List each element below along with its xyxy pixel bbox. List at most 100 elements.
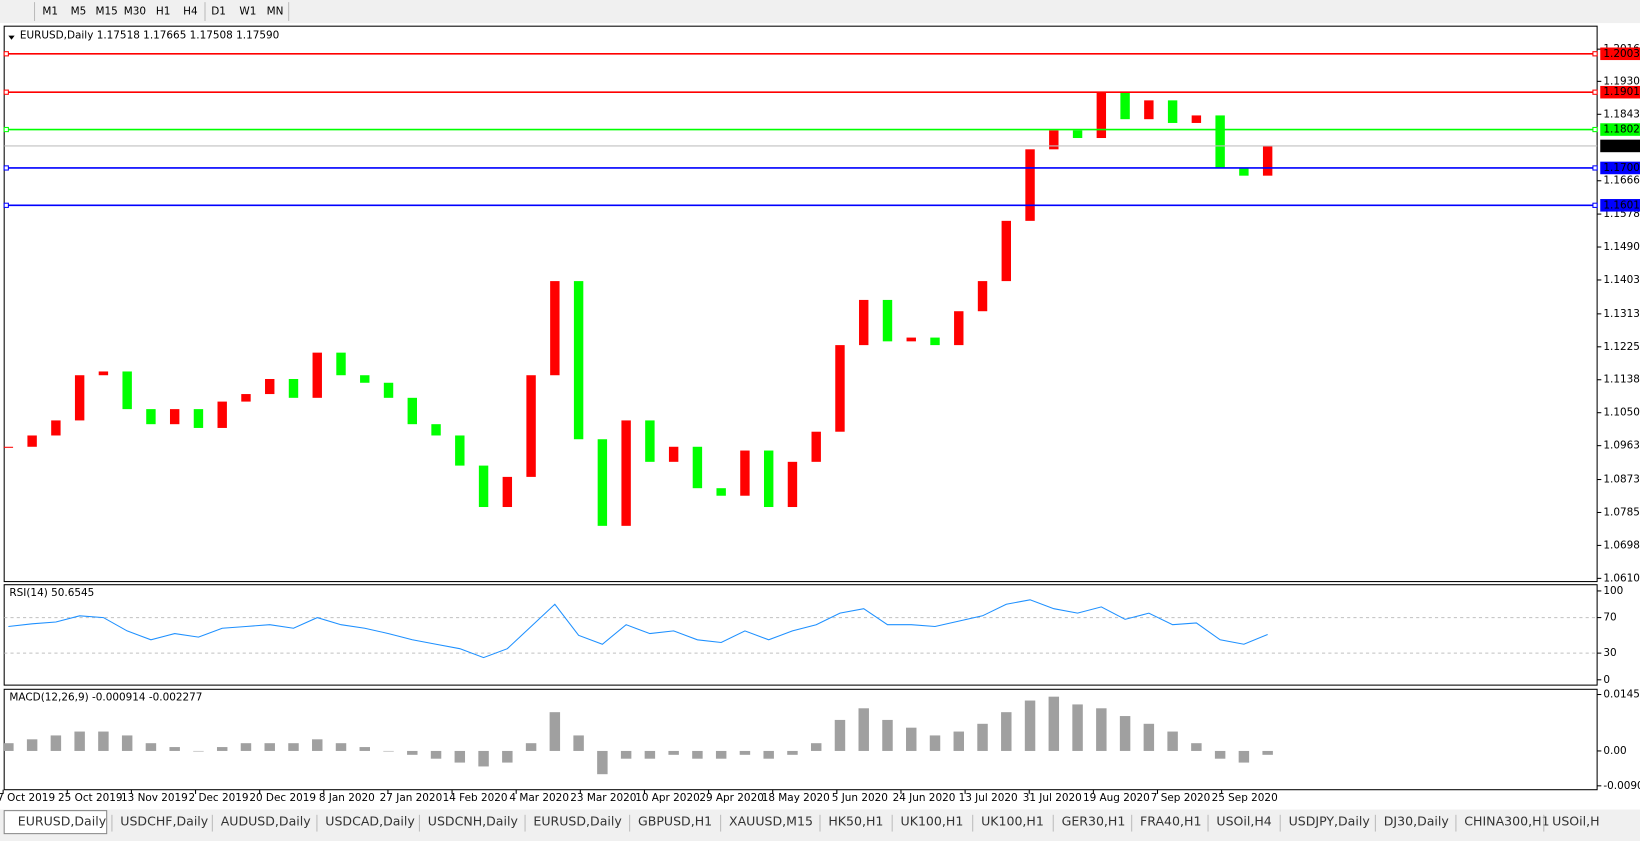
- timeframe-button[interactable]: H4: [183, 6, 198, 18]
- x-tick-label: 29 Apr 2020: [699, 792, 764, 804]
- tab[interactable]: UK100,H1: [981, 814, 1044, 829]
- active-tab: [3, 810, 108, 835]
- timeframe-button[interactable]: D1: [211, 6, 226, 18]
- tab[interactable]: EURUSD,Daily: [18, 814, 107, 829]
- y-tick-label: 1.07855: [1603, 506, 1640, 518]
- candle: [383, 382, 394, 398]
- x-tick-label: 31 Jul 2020: [1023, 792, 1082, 804]
- macd-bar: [359, 747, 370, 751]
- macd-bar: [763, 750, 774, 759]
- y-tick-label: 0.00: [1603, 745, 1626, 757]
- level-price-label: 1.16013: [1603, 199, 1640, 211]
- macd-bar: [216, 747, 228, 751]
- tab[interactable]: USDCHF,Daily: [120, 814, 209, 829]
- timeframe-button[interactable]: W1: [239, 6, 256, 18]
- tab[interactable]: GBPUSD,H1: [638, 814, 712, 829]
- level-price-label: 1.20037: [1603, 48, 1640, 60]
- macd-bar: [3, 743, 14, 751]
- x-tick-label: 10 Apr 2020: [635, 792, 700, 804]
- candle: [265, 378, 275, 395]
- y-tick-label: -0.009001: [1603, 780, 1640, 792]
- tab[interactable]: XAUUSD,M15: [729, 814, 813, 829]
- x-tick-label: 27 Jan 2020: [380, 792, 443, 804]
- candle: [1167, 100, 1178, 123]
- level-price-label: 1.19017: [1603, 86, 1640, 98]
- macd-bar: [264, 743, 275, 751]
- macd-bar: [787, 750, 798, 755]
- y-tick-label: 1.19305: [1603, 75, 1640, 87]
- macd-bar: [929, 735, 941, 751]
- macd-bar: [977, 723, 988, 751]
- macd-bar: [1072, 704, 1083, 751]
- y-tick-label: 1.06980: [1603, 539, 1640, 551]
- tab[interactable]: USOil,H: [1552, 814, 1599, 829]
- macd-bar: [1238, 750, 1250, 763]
- timeframe-button[interactable]: M1: [42, 6, 58, 18]
- candle: [716, 488, 726, 496]
- tab[interactable]: USOil,H4: [1216, 814, 1271, 829]
- level-anchor: [3, 165, 9, 171]
- tab[interactable]: AUDUSD,Daily: [221, 814, 312, 829]
- y-tick-label: 1.16665: [1603, 175, 1640, 187]
- candle: [1191, 115, 1202, 123]
- level-price-box: [1600, 47, 1640, 61]
- candle: [241, 394, 251, 402]
- x-tick-label: 23 Mar 2020: [570, 792, 636, 804]
- macd-bar: [288, 743, 299, 751]
- timeframe-button[interactable]: MN: [267, 6, 284, 18]
- level-anchor: [3, 126, 9, 133]
- macd-bar: [454, 750, 466, 763]
- candle: [360, 375, 370, 383]
- candle: [526, 375, 536, 477]
- timeframe-button[interactable]: M5: [71, 6, 87, 18]
- candle: [1239, 168, 1249, 176]
- macd-bar: [739, 750, 751, 755]
- candle: [288, 378, 299, 398]
- tab[interactable]: CHINA300,H1: [1464, 814, 1549, 829]
- y-tick-label: 100: [1603, 585, 1623, 597]
- macd-bar: [312, 739, 323, 751]
- y-tick-label: 1.14905: [1603, 241, 1640, 253]
- tab[interactable]: GER30,H1: [1062, 814, 1126, 829]
- candle: [597, 439, 608, 526]
- y-tick-label: 1.13130: [1603, 308, 1640, 320]
- candle: [1262, 145, 1273, 176]
- tab[interactable]: EURUSD,Daily: [533, 814, 622, 829]
- candle: [930, 337, 940, 346]
- candle: [502, 476, 513, 508]
- tab[interactable]: USDCNH,Daily: [428, 814, 519, 829]
- candle: [835, 345, 845, 432]
- tab[interactable]: UK100,H1: [901, 814, 964, 829]
- candle: [169, 409, 180, 425]
- candle: [954, 311, 964, 346]
- candle: [550, 281, 560, 376]
- macd-bar: [525, 743, 537, 751]
- x-tick-label: 19 Aug 2020: [1083, 792, 1150, 804]
- candle: [98, 371, 109, 376]
- macd-bar: [478, 750, 489, 767]
- timeframe-button[interactable]: H1: [156, 6, 171, 18]
- level-anchor: [3, 202, 9, 208]
- candle: [977, 281, 988, 312]
- tab[interactable]: USDCAD,Daily: [325, 814, 415, 829]
- tab[interactable]: FRA40,H1: [1140, 814, 1201, 829]
- macd-bar: [1262, 750, 1273, 755]
- candle: [621, 420, 631, 526]
- timeframe-button[interactable]: M30: [124, 6, 146, 18]
- x-tick-label: 25 Sep 2020: [1212, 792, 1278, 804]
- candle: [811, 431, 821, 462]
- chart-window: [0, 23, 1640, 810]
- macd-bar: [98, 731, 109, 751]
- tab[interactable]: HK50,H1: [828, 814, 883, 829]
- candle: [51, 420, 61, 436]
- candle: [146, 409, 156, 425]
- x-tick-label: 8 Jan 2020: [319, 792, 375, 804]
- candle: [740, 450, 750, 496]
- tab[interactable]: DJ30,Daily: [1384, 814, 1450, 829]
- tab[interactable]: USDJPY,Daily: [1289, 814, 1371, 829]
- rsi-line: [8, 599, 1268, 659]
- level-price-label: 1.17005: [1603, 162, 1640, 174]
- candle: [27, 435, 37, 447]
- collapse-icon: [8, 35, 15, 40]
- timeframe-button[interactable]: M15: [96, 6, 118, 18]
